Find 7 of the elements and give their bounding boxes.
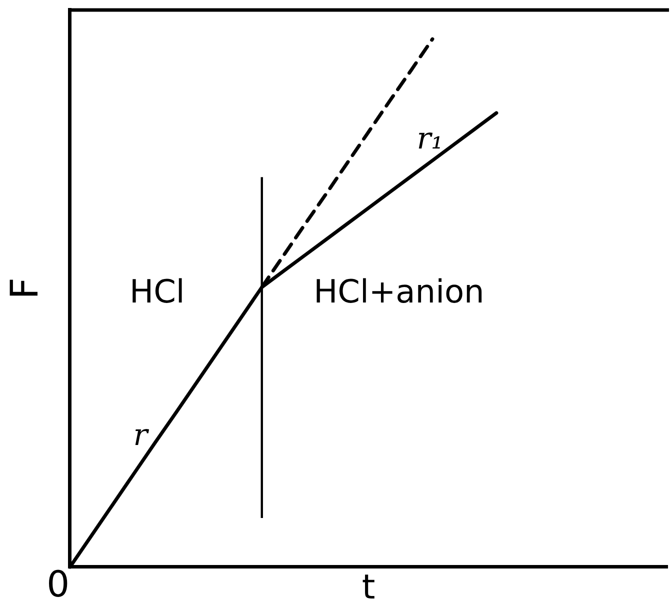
annotation: 0: [46, 564, 70, 606]
annotation: HCl: [130, 272, 185, 310]
x-axis-title: t: [362, 567, 376, 608]
annotation: r₁: [416, 122, 444, 157]
annotation: HCl+anion: [314, 272, 484, 310]
y-axis-title: F: [2, 278, 47, 300]
annotation: r: [133, 418, 150, 454]
